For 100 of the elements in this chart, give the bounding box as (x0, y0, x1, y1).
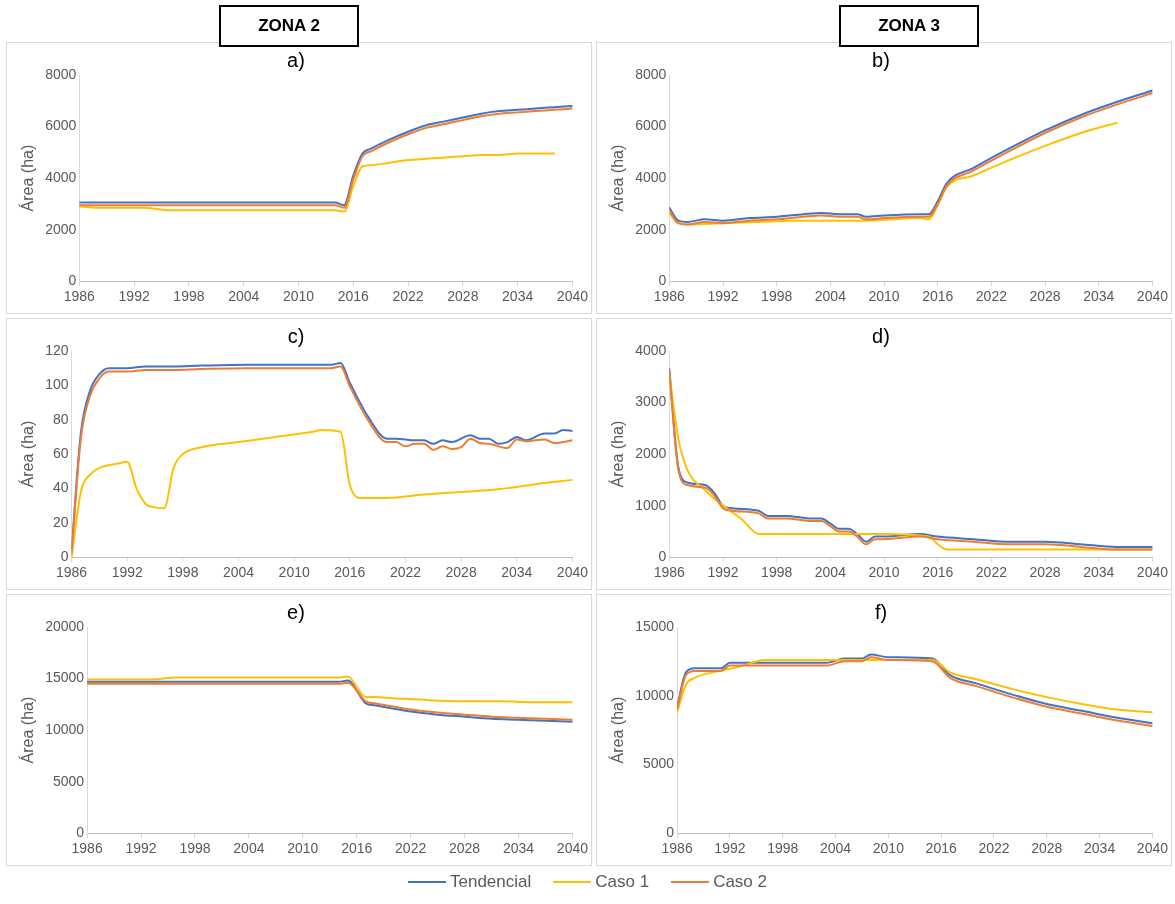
x-tick-label: 1998 (167, 564, 199, 581)
y-tick-label: 2000 (635, 220, 667, 237)
y-tick-label: 6000 (45, 117, 77, 134)
x-tick-label: 2010 (278, 564, 310, 581)
y-tick-label: 0 (658, 272, 667, 289)
x-tick-label: 2004 (233, 840, 265, 857)
x-tick-label: 2040 (556, 564, 589, 581)
x-tick-label: 1998 (179, 840, 211, 857)
chart-title: a) (287, 48, 305, 71)
x-tick-label: 2004 (228, 288, 260, 305)
text: ZONA 2 (219, 5, 359, 47)
x-tick-label: 2034 (502, 288, 534, 305)
x-tick-label: 1986 (71, 840, 103, 857)
x-tick-label: 2010 (287, 840, 319, 857)
x-tick-label: 2010 (282, 288, 315, 305)
x-tick-label: 2034 (502, 840, 535, 857)
x-tick-label: 2016 (341, 840, 373, 857)
y-tick-label: 60 (52, 444, 69, 461)
chart-title: f) (874, 600, 888, 623)
x-tick-label: 2022 (392, 288, 424, 305)
x-tick-label: 2022 (389, 564, 422, 581)
legend-label: Tendencial (449, 872, 532, 892)
y-tick-label: 10000 (45, 720, 85, 737)
x-tick-label: 2004 (814, 564, 847, 581)
x-tick-label: 2004 (819, 840, 852, 857)
x-tick-label: 2028 (1029, 564, 1061, 581)
x-tick-label: 2016 (334, 564, 366, 581)
x-tick-label: 2040 (1136, 288, 1169, 305)
x-tick-label: 2028 (1031, 840, 1063, 857)
y-tick-label: 8000 (635, 65, 667, 82)
x-tick-label: 1992 (707, 288, 739, 305)
x-tick-label: 2022 (975, 288, 1008, 305)
y-tick-label: 20 (52, 513, 69, 530)
y-tick-label: 1000 (635, 496, 667, 513)
x-tick-label: 2028 (445, 564, 477, 581)
x-tick-label: 2034 (1083, 564, 1115, 581)
x-tick-label: 2028 (449, 840, 481, 857)
x-tick-label: 2040 (556, 288, 589, 305)
y-tick-label: 6000 (635, 117, 667, 134)
legend-label: Caso 1 (595, 872, 650, 892)
y-tick-label: 8000 (45, 65, 77, 82)
x-tick-label: 2034 (1084, 840, 1116, 857)
x-tick-label: 1986 (63, 288, 96, 305)
x-tick-label: 2040 (1136, 564, 1169, 581)
y-tick-label: 4000 (45, 168, 77, 185)
line-series (677, 658, 1153, 714)
x-tick-label: 2022 (975, 564, 1008, 581)
x-tick-label: 1986 (653, 564, 686, 581)
y-tick-label: 4000 (635, 341, 667, 358)
y-tick-label: 2000 (45, 220, 77, 237)
x-tick-label: 2040 (556, 840, 589, 857)
y-tick-label: 15000 (45, 669, 85, 686)
chart-title: d) (872, 324, 890, 347)
x-tick-label: 2010 (872, 840, 905, 857)
y-tick-label: 20000 (45, 617, 85, 634)
y-tick-label: 4000 (635, 168, 667, 185)
x-tick-label: 1998 (767, 840, 799, 857)
x-tick-label: 2040 (1136, 840, 1169, 857)
y-tick-label: 5000 (642, 755, 675, 772)
y-axis-title: Área (ha) (608, 696, 627, 764)
x-tick-label: 1986 (653, 288, 686, 305)
x-tick-label: 2034 (1083, 288, 1115, 305)
y-tick-label: 2000 (635, 444, 667, 461)
x-tick-label: 2010 (868, 564, 900, 581)
x-tick-label: 2004 (814, 288, 847, 305)
x-tick-label: 2022 (395, 840, 427, 857)
y-tick-label: 100 (45, 376, 69, 393)
line-series (87, 675, 573, 704)
y-tick-label: 0 (666, 824, 675, 841)
y-tick-label: 10000 (635, 686, 675, 703)
y-axis-title: Área (ha) (18, 420, 37, 488)
x-tick-label: 1992 (118, 288, 150, 305)
x-tick-label: 2016 (922, 564, 954, 581)
y-axis-title: Área (ha) (608, 420, 627, 488)
chart-title: e) (287, 600, 305, 623)
line-series (79, 152, 556, 213)
chart-title: c) (287, 324, 305, 347)
y-tick-label: 5000 (52, 772, 85, 789)
line-series (669, 121, 1118, 226)
x-tick-label: 2034 (501, 564, 533, 581)
x-tick-label: 1992 (125, 840, 157, 857)
x-tick-label: 1998 (761, 564, 793, 581)
x-tick-label: 2022 (978, 840, 1010, 857)
x-tick-label: 1992 (714, 840, 746, 857)
x-tick-label: 1998 (761, 288, 793, 305)
chart-title: b) (872, 48, 890, 71)
y-tick-label: 0 (658, 548, 667, 565)
text: ZONA 3 (839, 5, 979, 47)
y-tick-label: 120 (45, 341, 69, 358)
x-tick-label: 1998 (173, 288, 205, 305)
y-tick-label: 15000 (635, 617, 675, 634)
y-axis-title: Área (ha) (18, 696, 37, 764)
x-tick-label: 2016 (925, 840, 957, 857)
y-tick-label: 0 (68, 272, 77, 289)
y-tick-label: 0 (60, 548, 69, 565)
line-series (71, 429, 573, 558)
x-tick-label: 2016 (922, 288, 954, 305)
x-tick-label: 2004 (222, 564, 255, 581)
y-tick-label: 0 (76, 824, 85, 841)
x-tick-label: 1986 (55, 564, 88, 581)
